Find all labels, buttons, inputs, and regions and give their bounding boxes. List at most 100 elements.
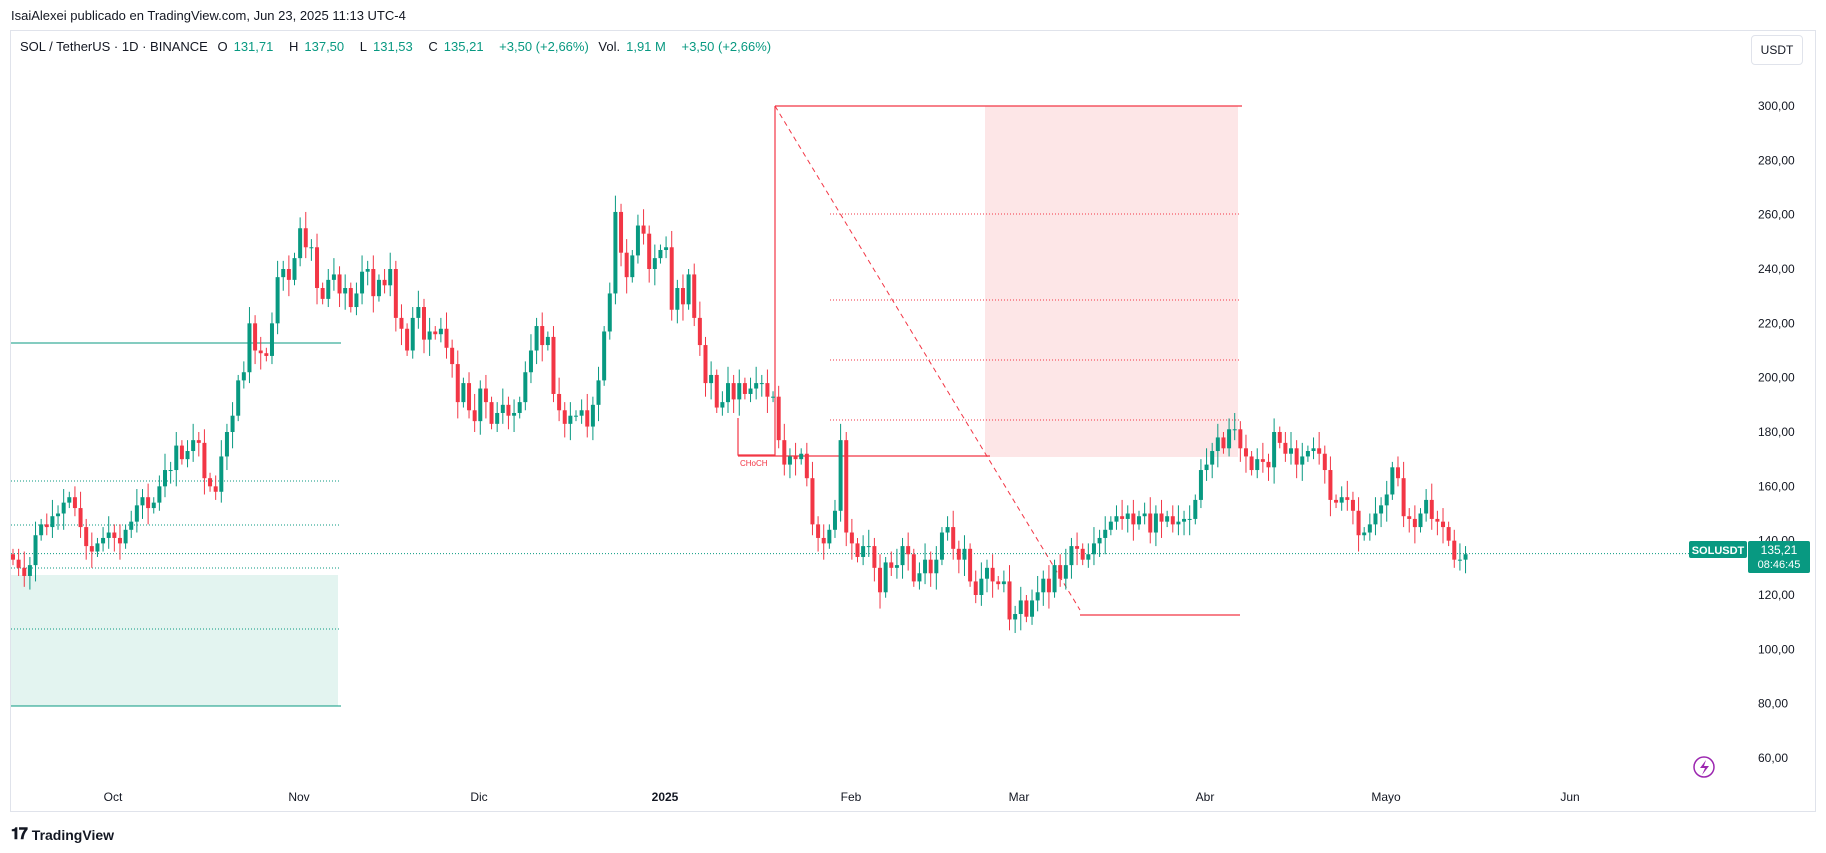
candle-body	[861, 546, 866, 557]
candle-body	[157, 486, 162, 503]
volume-value: 1,91 M	[626, 39, 666, 54]
candle-body	[416, 307, 421, 318]
candle-body	[1277, 432, 1282, 443]
candle-body	[765, 383, 770, 397]
candle-body	[680, 288, 685, 305]
candle-body	[1457, 559, 1462, 561]
candle-body	[309, 247, 314, 249]
candle-body	[27, 565, 32, 576]
candle-body	[1001, 581, 1006, 585]
candle-body	[849, 532, 854, 544]
candle-body	[495, 412, 500, 424]
candle-body	[371, 269, 376, 297]
tradingview-logo[interactable]: 𝟏𝟕 TradingView	[11, 826, 114, 844]
candle-body	[1131, 513, 1136, 525]
candle-body	[1035, 592, 1040, 601]
y-tick-label: 120,00	[1758, 588, 1795, 602]
candle-body	[1007, 581, 1012, 620]
candle-body	[855, 543, 860, 557]
candle-body	[585, 410, 590, 427]
candle-body	[990, 567, 995, 582]
candle-body	[1334, 499, 1339, 503]
x-tick-label: Mayo	[1371, 790, 1401, 804]
price-tag-value: 135,21	[1761, 543, 1798, 557]
candle-body	[596, 380, 601, 405]
candle-body	[1412, 518, 1417, 528]
candle-body	[1424, 499, 1429, 514]
y-tick-label: 180,00	[1758, 425, 1795, 439]
candle-body	[540, 326, 545, 346]
open-value: 131,71	[233, 39, 274, 54]
x-tick-label: Mar	[1009, 790, 1030, 804]
currency-button[interactable]: USDT	[1751, 35, 1803, 65]
candle-body	[315, 247, 320, 289]
candle-body	[726, 383, 731, 403]
candle-body	[1137, 516, 1141, 525]
y-tick-label: 280,00	[1758, 153, 1795, 167]
candle-body	[703, 345, 708, 384]
candle-body	[247, 323, 252, 373]
candle-body	[84, 527, 89, 547]
candle-body	[1159, 513, 1164, 522]
price-tag-symbol: SOLUSDT	[1692, 545, 1745, 557]
candle-body	[421, 307, 426, 340]
candle-body	[759, 383, 764, 385]
brand-name: TradingView	[31, 827, 115, 843]
price-tag-bg	[1748, 541, 1810, 573]
candle-body	[827, 529, 832, 544]
change-value: +3,50 (+2,66%)	[499, 39, 589, 54]
candle-body	[635, 225, 640, 256]
trend-diagonal	[774, 105, 1081, 611]
candle-body	[551, 336, 556, 394]
symbol-title[interactable]: SOL / TetherUS · 1D · BINANCE	[20, 39, 208, 54]
candle-body	[281, 269, 286, 278]
candle-body	[1300, 456, 1305, 465]
candle-body	[348, 288, 353, 308]
candle-body	[506, 404, 511, 416]
candle-body	[1227, 429, 1232, 449]
candle-body	[906, 546, 911, 555]
candle-body	[258, 350, 263, 354]
candle-body	[461, 383, 466, 403]
candle-body	[1362, 532, 1367, 536]
candle-body	[472, 410, 477, 422]
candle-body	[1091, 543, 1096, 555]
candle-body	[878, 567, 883, 593]
x-tick-label: Dic	[470, 790, 487, 804]
candle-body	[1187, 518, 1192, 520]
y-tick-label: 200,00	[1758, 371, 1795, 385]
candle-body	[269, 323, 274, 356]
candle-body	[714, 374, 719, 408]
candle-body	[450, 347, 455, 365]
candle-body	[528, 350, 533, 373]
candle-body	[748, 388, 753, 394]
candle-body	[22, 567, 27, 576]
candle-body	[360, 271, 365, 294]
candle-body	[1075, 546, 1080, 549]
candle-body	[191, 440, 196, 452]
candle-body	[889, 562, 894, 568]
candle-body	[872, 546, 877, 568]
candle-body	[844, 440, 849, 533]
candle-body	[455, 364, 460, 403]
candle-body	[557, 393, 562, 411]
candle-body	[1125, 513, 1130, 519]
candle-body	[1356, 510, 1361, 536]
candle-body	[697, 317, 702, 346]
candle-body	[619, 211, 624, 253]
candle-body	[1429, 499, 1434, 519]
candle-body	[1401, 478, 1406, 517]
candle-body	[647, 233, 652, 269]
candle-body	[911, 554, 916, 582]
candle-body	[804, 453, 809, 479]
candle-body	[50, 516, 55, 528]
candle-body	[866, 546, 871, 548]
x-tick-label: Abr	[1196, 790, 1215, 804]
candle-body	[1221, 437, 1226, 449]
candle-body	[782, 440, 787, 465]
x-tick-label: Nov	[288, 790, 309, 804]
candle-body	[731, 383, 736, 400]
candle-body	[579, 410, 584, 416]
candle-body	[1418, 513, 1423, 528]
